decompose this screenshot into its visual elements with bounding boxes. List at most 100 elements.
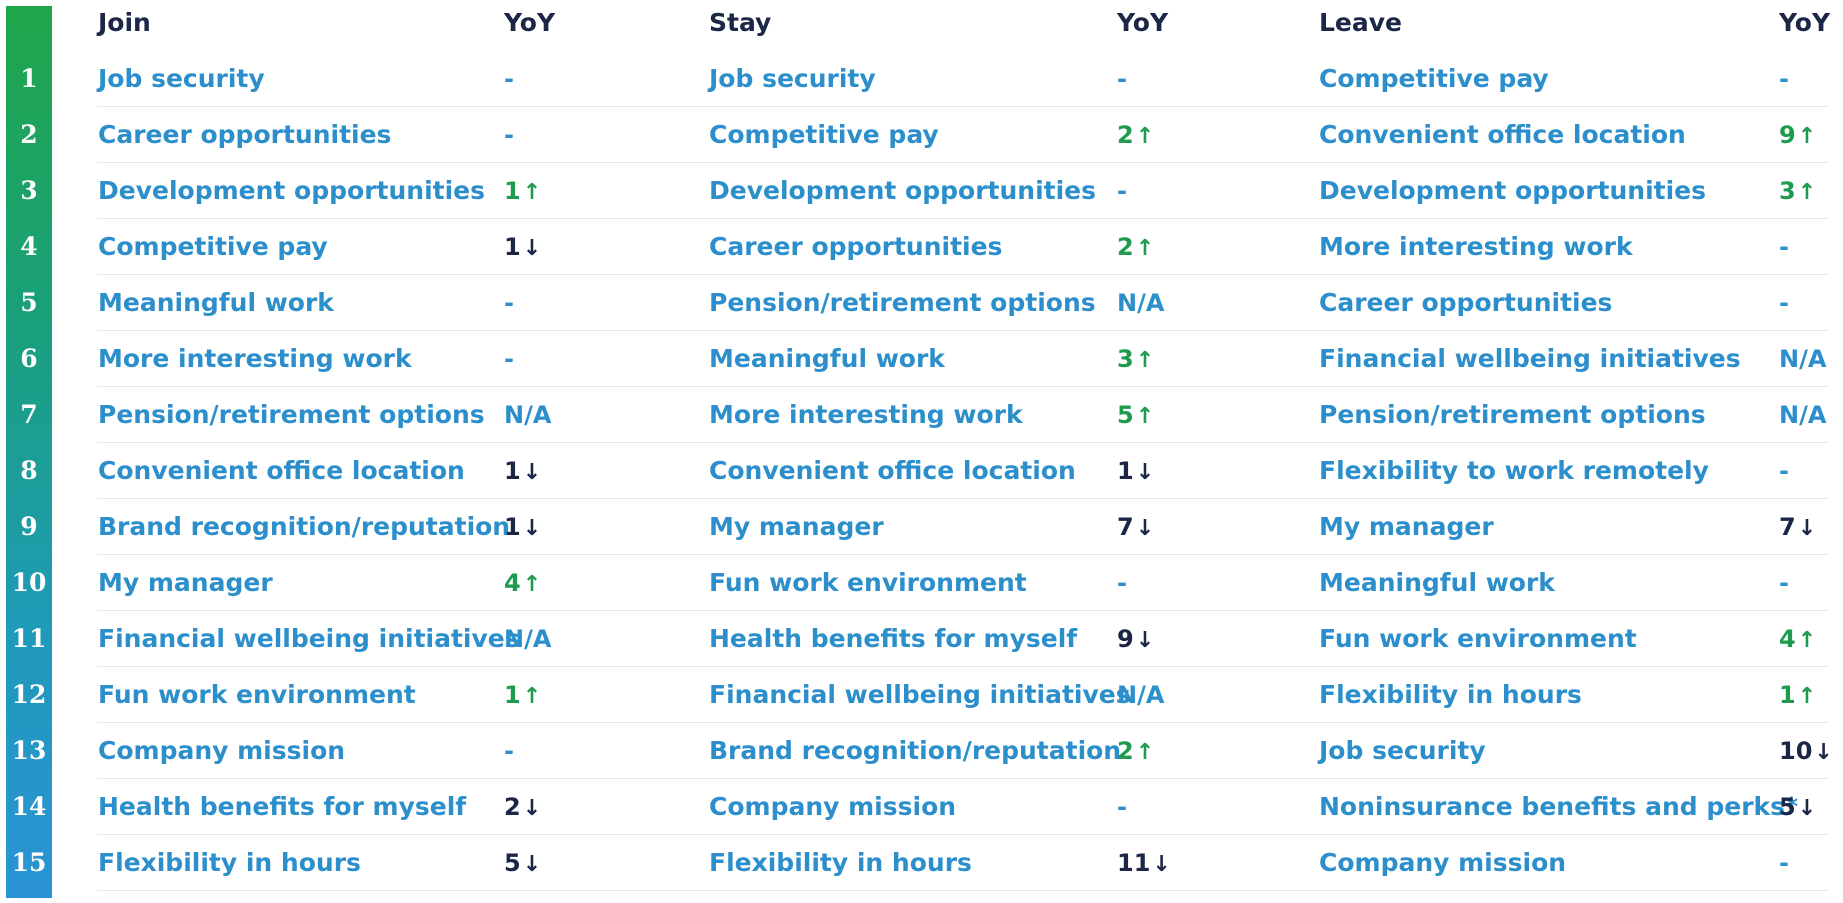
yoy-value: 1 — [504, 457, 521, 485]
rank-number: 4 — [20, 232, 38, 261]
arrow-up-icon: ↑ — [1797, 628, 1817, 653]
arrow-down-icon: ↓ — [522, 460, 542, 485]
leave-factor: More interesting work — [1319, 232, 1633, 261]
yoy-value: - — [1779, 233, 1789, 261]
arrow-up-icon: ↑ — [1135, 124, 1155, 149]
arrow-down-icon: ↓ — [522, 516, 542, 541]
yoy-value: 2 — [504, 793, 521, 821]
yoy-value: 11 — [1117, 849, 1151, 877]
leave-factor: Fun work environment — [1319, 624, 1637, 653]
stay-yoy-change: - — [1117, 779, 1127, 835]
arrow-up-icon: ↑ — [522, 684, 542, 709]
join-yoy-change: - — [504, 51, 514, 107]
arrow-up-icon: ↑ — [1135, 348, 1155, 373]
yoy-value: - — [1779, 569, 1789, 597]
rank-number: 15 — [11, 848, 47, 877]
join-yoy-change: - — [504, 331, 514, 387]
row-divider — [97, 890, 1828, 891]
yoy-value: 3 — [1117, 345, 1134, 373]
stay-yoy-change: 11↓ — [1117, 835, 1171, 891]
leave-yoy-change: 4↑ — [1779, 611, 1816, 667]
leave-yoy-header: YoY — [1779, 8, 1831, 37]
yoy-value: 2 — [1117, 233, 1134, 261]
stay-yoy-change: 3↑ — [1117, 331, 1154, 387]
arrow-up-icon: ↑ — [1135, 236, 1155, 261]
join-factor: My manager — [98, 568, 273, 597]
yoy-value: - — [504, 121, 514, 149]
rank-number: 13 — [11, 736, 47, 765]
stay-yoy-header: YoY — [1117, 8, 1169, 37]
row-divider — [97, 442, 1828, 443]
join-factor: Company mission — [98, 736, 346, 765]
leave-yoy-change: 10↓ — [1779, 723, 1833, 779]
join-factor: Job security — [98, 64, 265, 93]
yoy-value: N/A — [1117, 681, 1165, 709]
join-yoy-change: - — [504, 275, 514, 331]
leave-factor: Meaningful work — [1319, 568, 1555, 597]
arrow-down-icon: ↓ — [522, 236, 542, 261]
yoy-value: - — [1117, 569, 1127, 597]
leave-yoy-change: - — [1779, 219, 1789, 275]
join-factor: Health benefits for myself — [98, 792, 467, 821]
rank-number: 14 — [11, 792, 47, 821]
row-divider — [97, 106, 1828, 107]
join-yoy-change: 5↓ — [504, 835, 541, 891]
stay-factor: Competitive pay — [709, 120, 939, 149]
rank-number: 10 — [11, 568, 47, 597]
yoy-value: - — [1779, 289, 1789, 317]
join-yoy-change: 1↓ — [504, 219, 541, 275]
yoy-value: 7 — [1117, 513, 1134, 541]
join-header: Join — [98, 8, 151, 37]
stay-yoy-change: - — [1117, 163, 1127, 219]
join-yoy-change: 2↓ — [504, 779, 541, 835]
yoy-value: 5 — [1779, 793, 1796, 821]
rank-number: 9 — [20, 512, 38, 541]
stay-factor: Development opportunities — [709, 176, 1096, 205]
leave-factor: Noninsurance benefits and perks* — [1319, 792, 1799, 821]
arrow-up-icon: ↑ — [522, 572, 542, 597]
rank-number: 1 — [20, 64, 38, 93]
join-factor: More interesting work — [98, 344, 412, 373]
arrow-up-icon: ↑ — [1797, 684, 1817, 709]
rank-number: 3 — [20, 176, 38, 205]
stay-yoy-change: N/A — [1117, 275, 1164, 331]
arrow-down-icon: ↓ — [522, 796, 542, 821]
yoy-value: 1 — [1779, 681, 1796, 709]
leave-yoy-change: - — [1779, 835, 1789, 891]
leave-factor: Convenient office location — [1319, 120, 1686, 149]
leave-factor: Pension/retirement options — [1319, 400, 1706, 429]
join-factor: Financial wellbeing initiatives — [98, 624, 520, 653]
rank-number: 11 — [11, 624, 47, 653]
join-yoy-change: 1↑ — [504, 667, 541, 723]
yoy-value: - — [1117, 793, 1127, 821]
rank-number: 2 — [20, 120, 38, 149]
stay-yoy-change: 2↑ — [1117, 723, 1154, 779]
stay-factor: More interesting work — [709, 400, 1023, 429]
stay-yoy-change: 2↑ — [1117, 107, 1154, 163]
row-divider — [97, 162, 1828, 163]
arrow-down-icon: ↓ — [1135, 516, 1155, 541]
leave-factor: Flexibility to work remotely — [1319, 456, 1709, 485]
arrow-up-icon: ↑ — [1797, 180, 1817, 205]
stay-factor: My manager — [709, 512, 884, 541]
rank-number: 12 — [11, 680, 47, 709]
leave-yoy-change: - — [1779, 555, 1789, 611]
join-factor: Career opportunities — [98, 120, 392, 149]
stay-yoy-change: 7↓ — [1117, 499, 1154, 555]
rank-number: 8 — [20, 456, 38, 485]
join-yoy-header: YoY — [504, 8, 556, 37]
stay-factor: Job security — [709, 64, 876, 93]
stay-factor: Fun work environment — [709, 568, 1027, 597]
leave-factor: Flexibility in hours — [1319, 680, 1582, 709]
arrow-down-icon: ↓ — [1152, 852, 1171, 877]
row-divider — [97, 722, 1828, 723]
stay-yoy-change: 1↓ — [1117, 443, 1154, 499]
stay-factor: Pension/retirement options — [709, 288, 1096, 317]
rank-number: 7 — [20, 400, 38, 429]
join-yoy-change: 1↑ — [504, 163, 541, 219]
stay-yoy-change: N/A — [1117, 667, 1164, 723]
row-divider — [97, 778, 1828, 779]
yoy-value: 2 — [1117, 737, 1134, 765]
yoy-value: 7 — [1779, 513, 1796, 541]
yoy-value: - — [504, 345, 514, 373]
